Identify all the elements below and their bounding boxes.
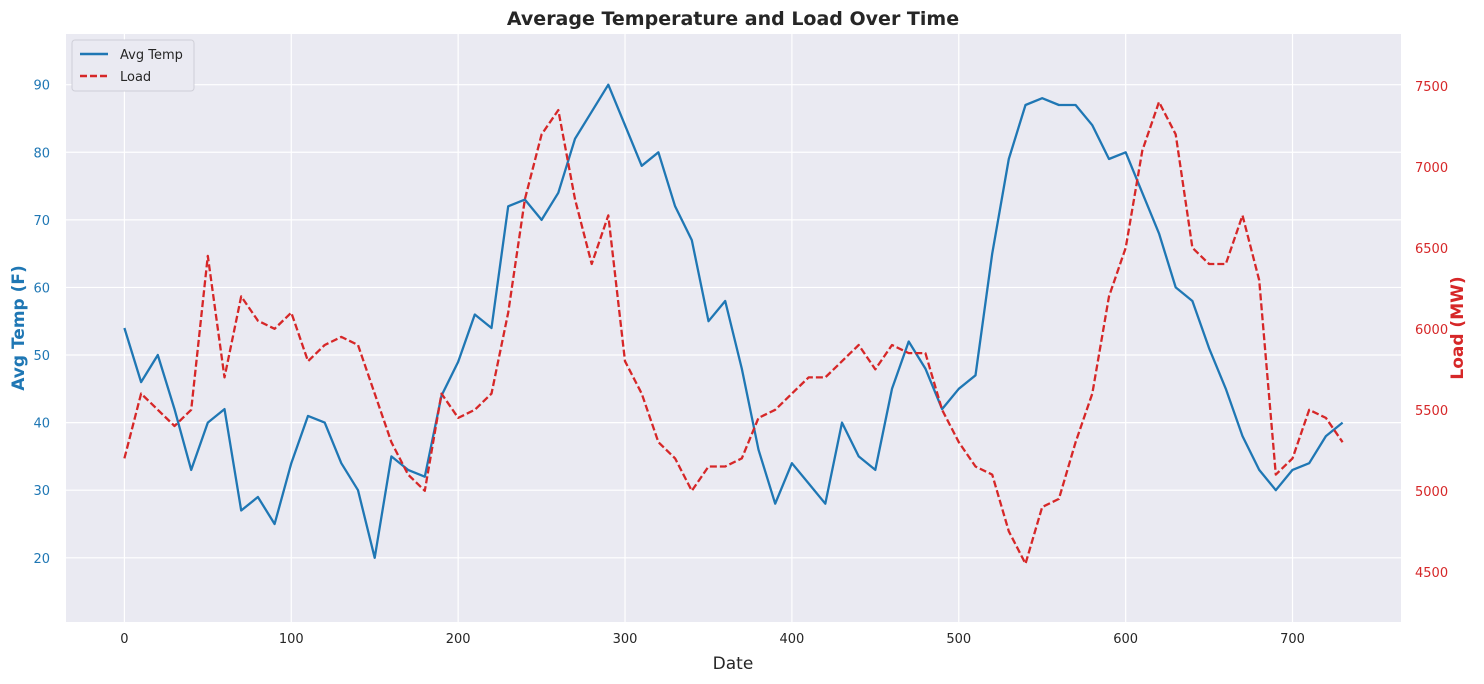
x-tick-label: 100	[279, 632, 304, 647]
y-left-tick-label: 60	[33, 281, 50, 296]
y-left-tick-label: 30	[33, 484, 50, 499]
y-left-tick-label: 20	[33, 552, 50, 567]
y-left-tick-label: 90	[33, 79, 50, 94]
y-right-tick-label: 5500	[1415, 404, 1448, 419]
y-right-tick-label: 5000	[1415, 485, 1448, 500]
x-tick-label: 600	[1113, 632, 1138, 647]
y-right-tick-label: 6000	[1415, 323, 1448, 338]
x-tick-label: 300	[613, 632, 638, 647]
y-right-axis-ticks: 4500 5000 5500 6000 6500 7000 7500	[1415, 80, 1448, 581]
legend-label-load: Load	[120, 70, 151, 85]
y-left-tick-label: 80	[33, 146, 50, 161]
x-axis-ticks: 0 100 200 300 400 500 600 700	[120, 632, 1305, 647]
y-left-tick-label: 50	[33, 349, 50, 364]
y-right-tick-label: 4500	[1415, 566, 1448, 581]
y-right-tick-label: 6500	[1415, 242, 1448, 257]
series-line-load	[123, 100, 1344, 565]
x-axis-label: Date	[713, 654, 754, 674]
legend-label-avg-temp: Avg Temp	[120, 48, 183, 63]
y-left-tick-label: 70	[33, 214, 50, 229]
legend: Avg Temp Load	[71, 39, 195, 92]
y-right-tick-label: 7500	[1415, 80, 1448, 95]
x-tick-label: 400	[779, 632, 804, 647]
y-right-tick-label: 7000	[1415, 161, 1448, 176]
y-right-axis-label: Load (MW)	[1448, 276, 1468, 379]
y-left-axis-ticks: 20 30 40 50 60 70 80 90	[33, 79, 50, 567]
series-layer	[123, 83, 1344, 565]
y-left-tick-label: 40	[33, 417, 50, 432]
plot-background	[66, 34, 1401, 622]
y-left-axis-label: Avg Temp (F)	[9, 265, 29, 391]
grid	[66, 34, 1401, 622]
chart-title: Average Temperature and Load Over Time	[507, 8, 959, 30]
x-tick-label: 200	[446, 632, 471, 647]
x-tick-label: 0	[120, 632, 128, 647]
x-tick-label: 700	[1280, 632, 1305, 647]
x-tick-label: 500	[946, 632, 971, 647]
series-line-avg-temp	[123, 83, 1344, 559]
